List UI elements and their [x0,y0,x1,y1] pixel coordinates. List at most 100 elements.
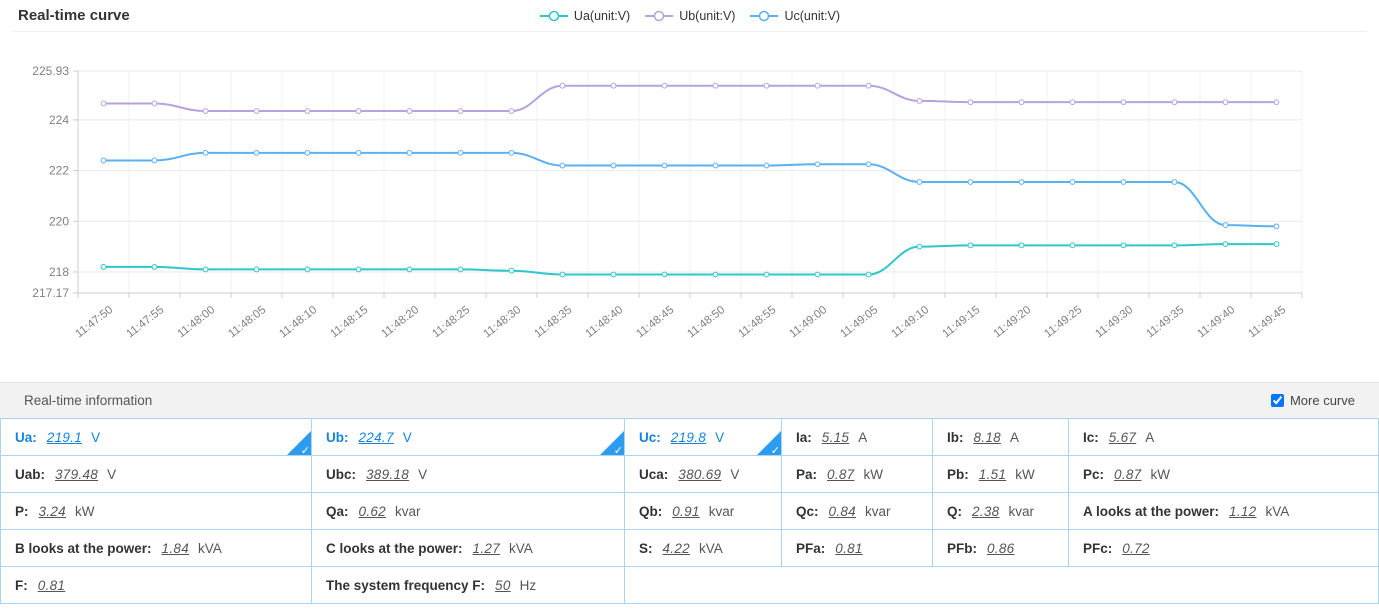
selected-corner-badge [287,431,311,455]
info-cell-ubc[interactable]: Ubc: 389.18 V [312,456,625,493]
cell-value-link[interactable]: 0.81 [37,577,66,593]
check-icon: ✓ [770,445,780,456]
y-axis-label: 224 [49,113,69,127]
legend-item-uc[interactable]: Uc(unit:V) [749,9,840,23]
x-axis-label: 11:49:15 [940,304,982,340]
realtime-curve-card: Real-time curve Ua(unit:V) Ub(unit:V) [12,7,1367,341]
cell-value-link[interactable]: 379.48 [55,466,99,482]
cell-value-link[interactable]: 0.87 [827,466,855,482]
cell-value-link[interactable]: 380.69 [678,466,722,482]
cell-value-link[interactable]: 0.84 [828,503,856,519]
x-axis-label: 11:48:35 [532,304,574,340]
data-point-marker [202,108,209,114]
x-axis-label: 11:48:10 [277,304,319,340]
info-cell-pfc[interactable]: PFc: 0.72 [1069,530,1379,567]
info-cell-pfa[interactable]: PFa: 0.81 [782,530,933,567]
cell-label: Ua: [15,429,37,445]
cell-value-link[interactable]: 5.67 [1108,429,1137,445]
info-cell-ib[interactable]: Ib: 8.18 A [933,419,1069,456]
x-axis-label: 11:48:30 [481,304,523,340]
data-point-marker [1069,242,1076,249]
cell-value-link[interactable]: 1.27 [472,540,501,556]
info-cell-pa[interactable]: Pa: 0.87 kW [782,456,933,493]
info-cell-a-looks-at-the-power[interactable]: A looks at the power: 1.12 kVA [1069,493,1379,530]
x-axis-label: 11:49:05 [838,304,880,340]
data-point-marker [967,179,974,185]
info-cell-b-looks-at-the-power[interactable]: B looks at the power: 1.84 kVA [1,530,312,567]
data-point-marker [304,266,311,273]
x-axis-label: 11:49:00 [787,304,829,340]
info-cell-qc[interactable]: Qc: 0.84 kvar [782,493,933,530]
cell-value-link[interactable]: 0.62 [358,503,386,519]
info-cell-ua[interactable]: Ua: 219.1 V ✓ [1,419,312,456]
cell-unit: kVA [1265,503,1290,519]
data-point-marker [508,108,515,114]
cell-value-link[interactable]: 224.7 [358,429,394,445]
info-cell-pfb[interactable]: PFb: 0.86 [933,530,1069,567]
info-cell-qb[interactable]: Qb: 0.91 kvar [625,493,782,530]
cell-label: PFb: [947,540,977,556]
cell-value-link[interactable]: 50 [495,577,511,593]
data-point-marker [406,108,413,114]
cell-value-link[interactable]: 1.12 [1229,503,1257,519]
data-point-marker [253,266,260,273]
cell-value-link[interactable]: 219.1 [46,429,83,445]
x-axis-label: 11:49:35 [1144,304,1186,340]
data-point-marker [151,157,158,164]
info-cell-uca[interactable]: Uca: 380.69 V [625,456,782,493]
x-axis-label: 11:49:10 [889,304,931,340]
cell-value-link[interactable]: 0.72 [1122,540,1150,556]
info-cell-empty [625,567,1379,604]
info-cell-p[interactable]: P: 3.24 kW [1,493,312,530]
data-point-marker [916,98,923,104]
cell-value-link[interactable]: 0.81 [835,540,863,556]
cell-unit: kW [74,503,95,519]
data-point-marker [508,149,515,156]
cell-label: Uc: [639,429,661,445]
more-curve-checkbox[interactable] [1270,394,1284,407]
info-cell-f[interactable]: F: 0.81 [1,567,312,604]
info-cell-ic[interactable]: Ic: 5.67 A [1069,419,1379,456]
info-cell-pc[interactable]: Pc: 0.87 kW [1069,456,1379,493]
info-cell-uc[interactable]: Uc: 219.8 V ✓ [625,419,782,456]
cell-value-link[interactable]: 3.24 [38,503,66,519]
cell-value-link[interactable]: 0.91 [672,503,700,519]
y-axis-label: 225.93 [32,64,69,78]
legend-item-ua[interactable]: Ua(unit:V) [539,9,630,23]
x-axis-label: 11:47:55 [124,304,166,340]
data-point-marker [253,149,260,156]
x-axis-label: 11:48:25 [430,304,472,340]
cell-value-link[interactable]: 0.86 [987,540,1015,556]
cell-label: Pa: [796,466,818,482]
cell-unit: A [858,429,868,445]
cell-value-link[interactable]: 1.84 [161,540,190,556]
data-point-marker [712,271,719,278]
info-cell-q[interactable]: Q: 2.38 kvar [933,493,1069,530]
data-point-marker [1171,99,1178,106]
cell-value-link[interactable]: 8.18 [973,429,1001,445]
info-cell-uab[interactable]: Uab: 379.48 V [1,456,312,493]
cell-label: Pc: [1083,466,1105,482]
info-cell-c-looks-at-the-power[interactable]: C looks at the power: 1.27 kVA [312,530,625,567]
cell-value-link[interactable]: 1.51 [978,466,1007,482]
cell-value-link[interactable]: 389.18 [366,466,410,482]
more-curve-toggle[interactable]: More curve [1270,393,1355,408]
info-cell-ub[interactable]: Ub: 224.7 V ✓ [312,419,625,456]
cell-value-link[interactable]: 219.8 [670,429,707,445]
cell-value-link[interactable]: 0.87 [1114,466,1142,482]
data-point-marker [406,149,413,156]
cell-value-link[interactable]: 2.38 [972,503,1000,519]
data-point-marker [508,267,515,274]
data-point-marker [355,149,362,156]
cell-label: Ubc: [326,466,356,482]
x-axis-label: 11:48:45 [634,304,676,340]
cell-value-link[interactable]: 5.15 [821,429,850,445]
info-panel-title: Real-time information [24,393,153,408]
info-cell-pb[interactable]: Pb: 1.51 kW [933,456,1069,493]
info-cell-ia[interactable]: Ia: 5.15 A [782,419,933,456]
info-cell-qa[interactable]: Qa: 0.62 kvar [312,493,625,530]
legend-item-ub[interactable]: Ub(unit:V) [644,9,735,23]
cell-value-link[interactable]: 4.22 [662,540,690,556]
info-cell-the-system-frequency-f[interactable]: The system frequency F: 50 Hz [312,567,625,604]
info-cell-s[interactable]: S: 4.22 kVA [625,530,782,567]
